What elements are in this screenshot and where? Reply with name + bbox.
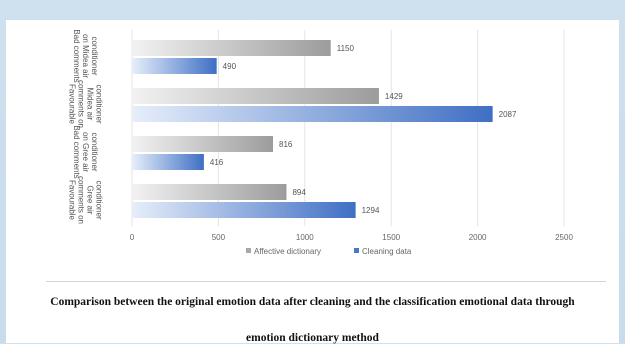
bar-affective-dictionary [132, 88, 379, 104]
bar-cleaning-data [132, 58, 217, 74]
document-page: 1150 490 1429 2087 816 416 894 1294 0 500 1000 150… [6, 20, 619, 344]
y-category-label: Bad comments on Midea air conditioner [72, 29, 99, 82]
figure-caption-line-2: emotion dictionary method [246, 332, 379, 344]
y-category-label: Favourable comments on Midea air conditione… [68, 80, 104, 128]
bar-cleaning-data [132, 154, 204, 170]
y-category-label-line: comments on [77, 176, 86, 224]
bar-affective-dictionary [132, 136, 274, 152]
data-label: 894 [292, 188, 306, 197]
x-tick-label: 1000 [296, 233, 314, 242]
data-label: 1429 [385, 92, 403, 101]
legend-label: Affective dictionary [254, 247, 321, 256]
y-category-label-line: conditioner [95, 84, 104, 123]
data-label: 816 [279, 140, 293, 149]
x-tick-label: 500 [212, 233, 226, 242]
y-category-label: Bad comments on Gree air conditioner [72, 125, 99, 178]
x-tick-label: 0 [130, 233, 135, 242]
chart-svg: 1150 490 1429 2087 816 416 894 1294 0 500 1000 150… [68, 29, 574, 256]
data-label: 490 [223, 62, 237, 71]
data-label: 1294 [362, 206, 380, 215]
legend-swatch [354, 248, 359, 253]
x-tick-label: 2000 [469, 233, 487, 242]
bar-cleaning-data [132, 106, 493, 122]
data-label: 2087 [499, 110, 517, 119]
y-category-label-line: Bad comments [72, 29, 81, 82]
data-label: 416 [210, 158, 224, 167]
y-category-label-line: Midea air [86, 88, 95, 121]
y-category-label-line: Gree air [86, 186, 95, 215]
bar-affective-dictionary [132, 184, 287, 200]
figure-caption-line-1: Comparison between the original emotion … [50, 296, 575, 308]
y-category-label-line: on Gree air [81, 132, 90, 172]
bar-affective-dictionary [132, 40, 331, 56]
y-category-label-line: Bad comments [72, 125, 81, 178]
bar-cleaning-data [132, 202, 356, 218]
legend-label: Cleaning data [362, 247, 412, 256]
y-category-label-line: conditioner [90, 132, 99, 171]
y-category-label-line: conditioner [95, 180, 104, 219]
bar-chart: 1150 490 1429 2087 816 416 894 1294 0 500 1000 150… [46, 26, 606, 282]
y-category-label-line: Favourable [68, 180, 77, 221]
x-tick-label: 1500 [382, 233, 400, 242]
data-label: 1150 [337, 44, 355, 53]
y-category-label-line: conditioner [90, 36, 99, 75]
y-category-label-line: on Midea air [81, 34, 90, 78]
legend-swatch [246, 248, 251, 253]
x-tick-label: 2500 [555, 233, 573, 242]
y-category-label-line: comments on [77, 80, 86, 128]
y-category-label: Favourable comments on Gree air conditioner [68, 176, 104, 224]
y-category-label-line: Favourable [68, 84, 77, 125]
